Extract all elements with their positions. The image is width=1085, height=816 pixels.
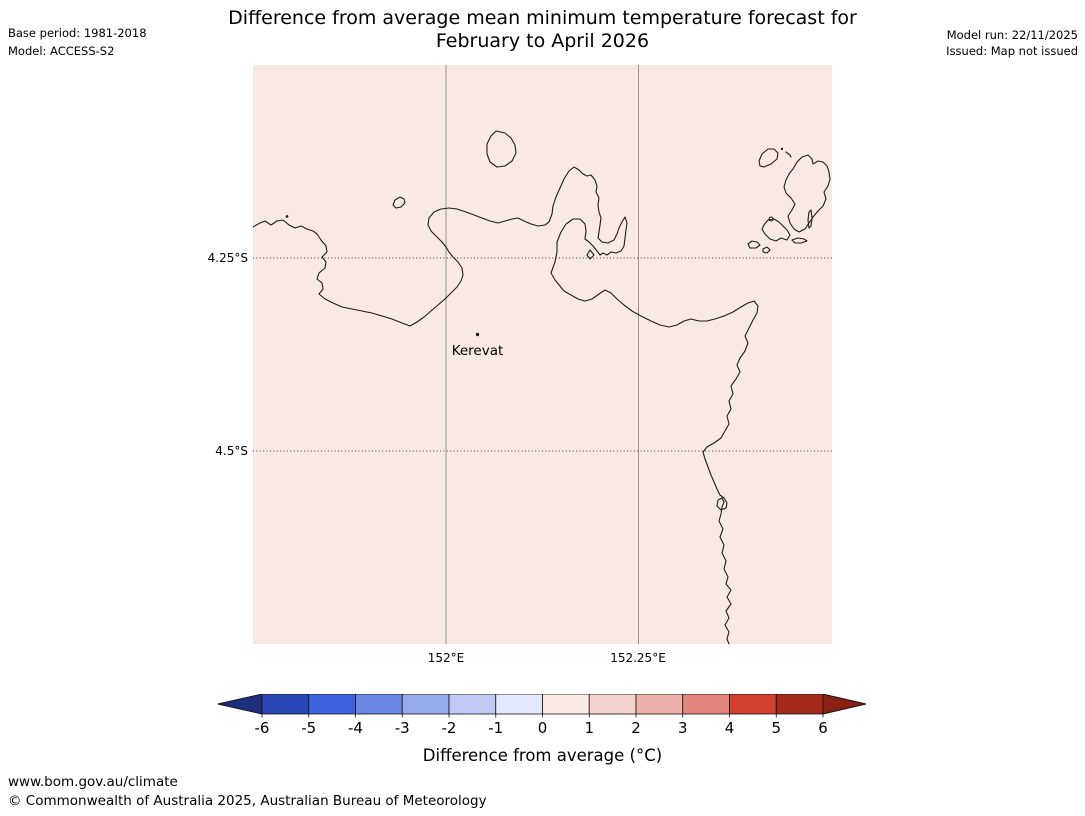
cbar-tick-label: 1 [584, 719, 595, 737]
colorbar-label: Difference from average (°C) [422, 746, 663, 765]
ytick-45s: 4.5°S [215, 444, 248, 458]
cbar-segment [308, 694, 356, 715]
cbar-tick-label: 3 [677, 719, 688, 737]
cbar-tick-label: -5 [301, 719, 317, 737]
cbar-segment [635, 694, 684, 715]
cbar-arrow-left [217, 694, 263, 715]
colorbar [217, 694, 867, 718]
cbar-tick-label: -6 [254, 719, 270, 737]
coastline-mainland [253, 166, 759, 644]
issued-text: Issued: Map not issued [946, 44, 1078, 58]
model-text: Model: ACCESS-S2 [8, 44, 115, 58]
base-period-text: Base period: 1981-2018 [8, 26, 147, 40]
xtick-152e: 152°E [427, 651, 465, 665]
map-background [253, 65, 832, 644]
cbar-segment [588, 694, 637, 715]
cbar-tick-label: 2 [631, 719, 641, 737]
cbar-tick-labels: -6 -5 -4 -3 -2 -1 0 1 2 3 4 5 6 [217, 719, 867, 739]
coastline-small-islet-west [392, 196, 406, 209]
footer-url: www.bom.gov.au/climate [8, 774, 178, 790]
station-label: Kerevat [452, 343, 504, 359]
islet-dot-west [285, 215, 289, 218]
ytick-425s: 4.25°S [207, 251, 248, 265]
model-run-text: Model run: 22/11/2025 [946, 28, 1078, 42]
cbar-tick-label: 4 [724, 719, 735, 737]
station-marker [475, 332, 480, 337]
cbar-arrow-right [822, 694, 867, 715]
cbar-segment [261, 694, 310, 715]
cbar-tick-label: -3 [394, 719, 410, 737]
cbar-tick-label: 5 [771, 719, 782, 737]
coastline-duke-of-york-group [747, 147, 831, 254]
cbar-segment [495, 694, 543, 715]
figure-title-line1: Difference from average mean minimum tem… [228, 7, 857, 29]
figure-title-line2: February to April 2026 [435, 30, 650, 52]
cbar-segments [261, 694, 824, 718]
cbar-tick-label: 0 [537, 719, 548, 737]
coastline-watom-island [486, 130, 517, 168]
annotation-top-right: Model run: 22/11/2025 Issued: Map not is… [946, 27, 1078, 59]
xtick-15225e: 152.25°E [610, 651, 666, 665]
cbar-segment [401, 694, 450, 715]
cbar-segment [542, 694, 590, 715]
cbar-segment [682, 694, 730, 715]
cbar-segment [448, 694, 497, 715]
cbar-tick-label: -1 [488, 719, 504, 737]
cbar-segment [355, 694, 403, 715]
coastline-harbour-islet [586, 249, 595, 260]
forecast-map: Kerevat [253, 65, 832, 644]
footer-copyright: © Commonwealth of Australia 2025, Austra… [8, 793, 487, 809]
cbar-tick-label: -2 [441, 719, 457, 737]
cbar-segment [775, 694, 824, 715]
cbar-tick-label: -4 [348, 719, 363, 737]
cbar-segment [729, 694, 777, 715]
annotation-top-left: Base period: 1981-2018 Model: ACCESS-S2 [8, 24, 147, 60]
cbar-tick-label: 6 [818, 719, 828, 737]
figure-title: Difference from average mean minimum tem… [0, 7, 1085, 53]
